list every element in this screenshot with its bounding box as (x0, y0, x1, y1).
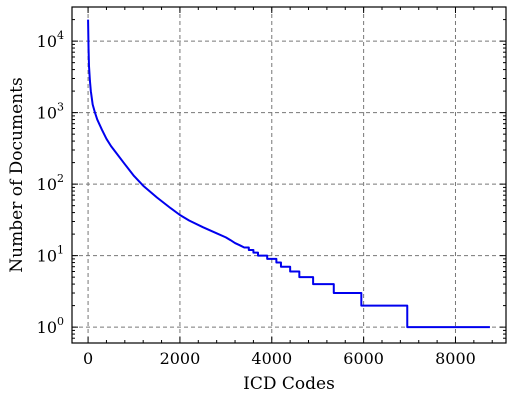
x-tick-label: 8000 (435, 349, 476, 368)
grid-lines (72, 7, 506, 343)
y-tick-label: 103 (37, 101, 64, 123)
y-tick-label: 102 (37, 172, 64, 194)
x-tick-label: 0 (83, 349, 93, 368)
x-tick-label: 6000 (343, 349, 384, 368)
x-tick-label: 4000 (251, 349, 292, 368)
y-axis-ticks: 100 101 102 103 104 (37, 6, 506, 344)
y-tick-label: 100 (37, 315, 64, 337)
y-tick-label: 104 (37, 29, 64, 51)
series-line (87, 19, 490, 329)
plot-series (87, 19, 490, 329)
x-axis-ticks: 0 2000 4000 6000 8000 (83, 7, 493, 368)
plot-frame (71, 6, 507, 344)
y-axis-label: Number of Documents (7, 77, 27, 272)
y-tick-label: 101 (37, 244, 64, 266)
x-tick-label: 2000 (160, 349, 201, 368)
x-axis-label: ICD Codes (243, 374, 335, 394)
